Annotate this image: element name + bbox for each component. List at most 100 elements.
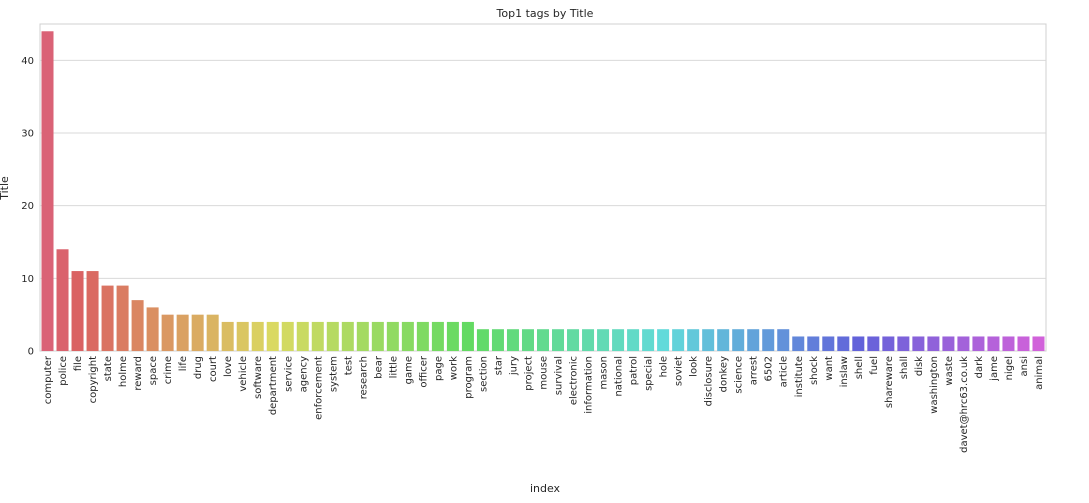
x-tick-label: enforcement [313, 356, 324, 420]
x-tick-label: inslaw [839, 356, 850, 387]
x-tick-label: research [358, 356, 369, 399]
x-tick-label: article [779, 356, 790, 387]
x-tick-label: shock [809, 356, 820, 385]
x-tick-label: soviet [674, 356, 685, 386]
bar-6502 [762, 329, 775, 351]
bar-mouse [536, 329, 549, 351]
x-tick-label: agency [298, 356, 309, 392]
bar-shock [807, 336, 820, 351]
x-tick-label: institute [794, 356, 805, 397]
x-tick-label: ansi [1019, 356, 1030, 376]
bar-davet@hrc63.co.uk [957, 336, 970, 351]
x-tick-label: section [478, 356, 489, 392]
bar-electronic [567, 329, 580, 351]
bar-game [401, 321, 414, 351]
x-axis-label: index [530, 482, 561, 495]
x-tick-label: drug [193, 356, 204, 379]
bar-disk [912, 336, 925, 351]
x-tick-label: 6502 [764, 356, 775, 381]
x-tick-label: mouse [539, 356, 550, 390]
x-tick-label: page [433, 356, 444, 381]
chart-title: Top1 tags by Title [496, 7, 594, 20]
x-tick-label: want [824, 356, 835, 381]
y-tick-label: 10 [21, 274, 34, 285]
x-tick-label: shareware [884, 356, 895, 408]
y-tick-label: 30 [21, 129, 34, 140]
bar-star [491, 329, 504, 351]
x-tick-label: patrol [629, 356, 640, 385]
bar-look [687, 329, 700, 351]
bar-bear [371, 321, 384, 351]
x-tick-label: science [734, 356, 745, 394]
bar-section [476, 329, 489, 351]
x-tick-label: look [689, 356, 700, 377]
x-tick-label: life [178, 356, 189, 371]
x-tick-label: disclosure [704, 356, 715, 406]
x-tick-label: computer [43, 355, 54, 404]
bar-agency [296, 321, 309, 351]
plot-area [39, 23, 1047, 352]
bar-national [612, 329, 625, 351]
bars [41, 31, 1045, 352]
x-tick-label: game [403, 356, 414, 384]
x-tick-label: state [103, 356, 114, 381]
bar-department [266, 321, 279, 351]
x-tick-label: software [253, 356, 264, 399]
bar-survival [552, 329, 565, 351]
bar-court [206, 314, 219, 351]
bar-research [356, 321, 369, 351]
y-tick-label: 20 [21, 201, 34, 212]
bar-science [732, 329, 745, 351]
x-tick-label: jury [508, 356, 519, 376]
y-axis-label: Title [0, 176, 11, 201]
bar-soviet [672, 329, 685, 351]
x-tick-label: little [388, 356, 399, 378]
bar-program [461, 321, 474, 351]
bar-vehicle [236, 321, 249, 351]
bar-police [56, 249, 69, 351]
x-tick-label: service [283, 356, 294, 392]
bar-hole [657, 329, 670, 351]
x-tick-label: space [148, 356, 159, 385]
bar-software [251, 321, 264, 351]
bar-information [582, 329, 595, 351]
x-tick-label: dark [974, 356, 985, 379]
bar-enforcement [311, 321, 324, 351]
x-tick-label: shell [854, 356, 865, 379]
x-tick-label: police [58, 356, 69, 386]
bar-state [101, 285, 114, 351]
bar-waste [942, 336, 955, 351]
bar-copyright [86, 271, 99, 351]
x-tick-label: electronic [569, 356, 580, 405]
x-tick-label: survival [554, 356, 565, 395]
x-tick-label: test [343, 356, 354, 375]
x-tick-label: bear [373, 355, 384, 379]
bar-file [71, 271, 84, 351]
bar-reward [131, 300, 144, 351]
bar-life [176, 314, 189, 351]
bar-shell [852, 336, 865, 351]
x-tick-label: mason [599, 356, 610, 390]
x-tick-label: hole [659, 356, 670, 377]
bar-jame [987, 336, 1000, 351]
bar-nigel [1002, 336, 1015, 351]
x-tick-label: shall [899, 356, 910, 379]
x-tick-label: nigel [1004, 356, 1015, 380]
bar-donkey [717, 329, 730, 351]
x-tick-label: crime [163, 356, 174, 384]
bar-institute [792, 336, 805, 351]
bar-test [341, 321, 354, 351]
x-tick-label: donkey [719, 356, 730, 392]
bar-space [146, 307, 159, 351]
x-tick-label: information [584, 356, 595, 414]
bar-page [431, 321, 444, 351]
x-tick-label: jame [989, 356, 1000, 382]
x-tick-label: washington [929, 356, 940, 414]
x-tick-label: project [523, 356, 534, 391]
gridlines [40, 59, 1046, 279]
bar-service [281, 321, 294, 351]
x-tick-label: animal [1034, 356, 1045, 390]
bar-inslaw [837, 336, 850, 351]
x-tick-label: vehicle [238, 356, 249, 392]
